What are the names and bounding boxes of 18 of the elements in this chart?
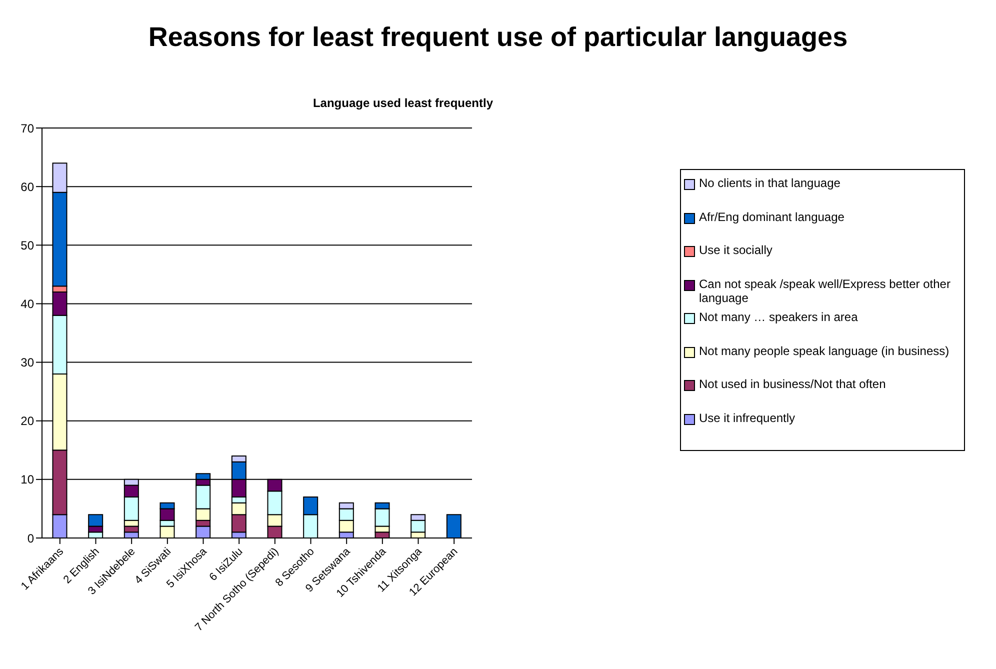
y-tick-label: 40 [20, 296, 34, 311]
y-tick-label: 20 [20, 414, 34, 428]
legend-label: Can not speak /speak well/Express better other language [699, 276, 952, 304]
legend-label: Afr/Eng dominant language [699, 210, 844, 224]
legend-label: Use it socially [699, 243, 772, 257]
y-tick-label: 50 [20, 238, 34, 252]
y-tick-label: 70 [20, 121, 34, 136]
y-tick-label: 0 [27, 531, 34, 546]
y-tick-label: 60 [20, 180, 34, 194]
legend-label: No clients in that language [699, 176, 840, 190]
legend-label: Not used in business/Not that often [699, 377, 886, 391]
chart-title: Reasons for least frequent use of particular languages [147, 22, 849, 53]
legend-label: Not many people speak language (in business) [699, 344, 950, 358]
legend-label: Use it infrequently [699, 410, 796, 424]
y-tick-label: 30 [20, 356, 34, 370]
chart-subtitle: Language used least frequently [312, 96, 494, 110]
legend-label: Not many … speakers in area [699, 310, 858, 324]
y-tick-label: 10 [20, 472, 34, 487]
